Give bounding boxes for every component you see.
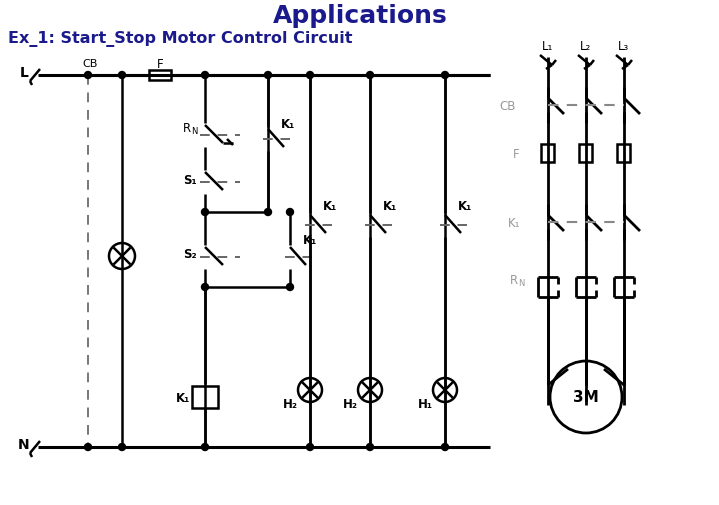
- Circle shape: [286, 209, 293, 216]
- Circle shape: [367, 443, 373, 450]
- Circle shape: [306, 72, 313, 79]
- Text: N: N: [191, 126, 197, 135]
- Text: Ex_1: Start_Stop Motor Control Circuit: Ex_1: Start_Stop Motor Control Circuit: [8, 31, 352, 47]
- Bar: [580, 145, 592, 163]
- Circle shape: [265, 72, 272, 79]
- Text: H₂: H₂: [283, 397, 298, 410]
- Circle shape: [441, 72, 449, 79]
- Circle shape: [306, 443, 313, 450]
- Circle shape: [201, 443, 209, 450]
- Text: S₁: S₁: [183, 173, 197, 186]
- Text: R: R: [183, 121, 191, 134]
- Bar: [618, 145, 631, 163]
- Text: K₁: K₁: [458, 199, 472, 212]
- Circle shape: [441, 443, 449, 450]
- Text: K₁: K₁: [508, 216, 521, 229]
- Circle shape: [201, 284, 209, 291]
- Text: L₃: L₃: [618, 39, 630, 53]
- Text: F: F: [157, 58, 163, 70]
- Text: K₁: K₁: [303, 233, 317, 246]
- Bar: [149, 71, 171, 81]
- Text: L₁: L₁: [542, 39, 554, 53]
- Text: K₁: K₁: [323, 199, 337, 212]
- Text: L₂: L₂: [580, 39, 592, 53]
- Text: CB: CB: [500, 99, 516, 112]
- Circle shape: [201, 209, 209, 216]
- Text: K₁: K₁: [281, 117, 295, 130]
- Text: R: R: [510, 273, 518, 286]
- Text: 3M: 3M: [573, 390, 599, 405]
- Circle shape: [286, 284, 293, 291]
- Text: H₂: H₂: [342, 397, 357, 410]
- Text: H₁: H₁: [418, 397, 433, 410]
- Bar: [192, 386, 218, 408]
- Text: L: L: [19, 66, 29, 80]
- Text: K₁: K₁: [176, 391, 190, 403]
- Circle shape: [85, 72, 91, 79]
- Text: CB: CB: [82, 59, 98, 69]
- Text: S₂: S₂: [183, 248, 197, 261]
- Text: N: N: [518, 278, 524, 287]
- Circle shape: [119, 443, 126, 450]
- Circle shape: [367, 72, 373, 79]
- Circle shape: [265, 209, 272, 216]
- Circle shape: [201, 72, 209, 79]
- Circle shape: [119, 72, 126, 79]
- Bar: [541, 145, 554, 163]
- Text: Applications: Applications: [273, 4, 447, 28]
- Text: F: F: [513, 147, 519, 160]
- Circle shape: [85, 443, 91, 450]
- Text: K₁: K₁: [383, 199, 397, 212]
- Text: N: N: [18, 437, 29, 451]
